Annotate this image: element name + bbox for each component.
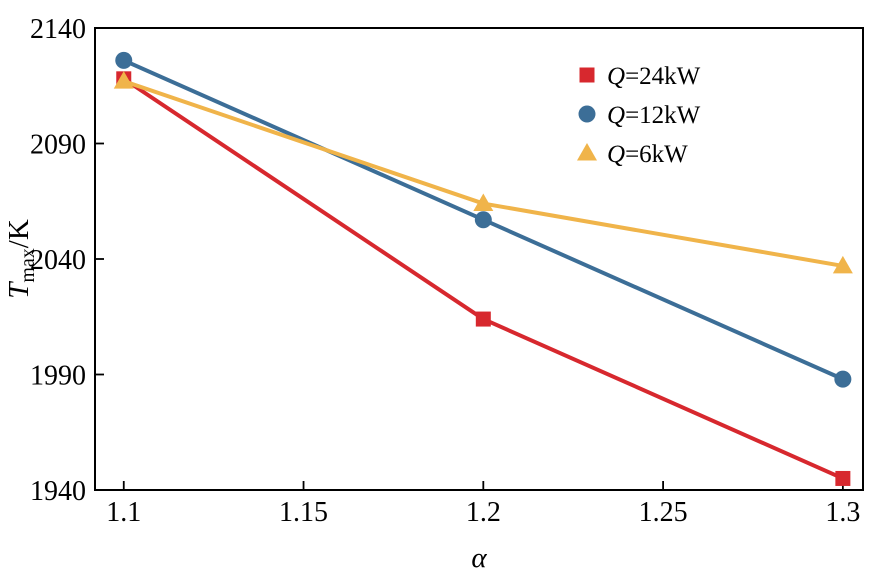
triangle-marker-legend xyxy=(577,143,597,161)
square-marker-s0 xyxy=(835,470,851,486)
triangle-marker-s2 xyxy=(832,255,853,274)
x-tick-label: 1.2 xyxy=(466,497,501,528)
y-tick-label: 2090 xyxy=(30,129,86,160)
y-tick-label: 1990 xyxy=(30,360,86,391)
legend-item: Q=24kW xyxy=(579,63,701,90)
series-line-0 xyxy=(121,76,845,481)
x-axis-label: α xyxy=(471,542,487,574)
legend-item: Q=12kW xyxy=(578,102,701,129)
circle-marker-legend xyxy=(578,105,596,123)
legend-item: Q=6kW xyxy=(577,141,688,168)
triangle-marker-s2 xyxy=(113,71,134,89)
x-tick-label: 1.3 xyxy=(825,497,860,528)
x-tick-label: 1.15 xyxy=(279,497,328,528)
legend-label: Q=12kW xyxy=(607,102,701,129)
x-tick-label: 1.25 xyxy=(639,497,688,528)
circle-marker-s1 xyxy=(834,370,852,388)
y-tick-label: 1940 xyxy=(30,476,86,507)
x-tick-label: 1.1 xyxy=(106,497,141,528)
triangle-marker-s2 xyxy=(473,193,494,212)
circle-marker-s1 xyxy=(474,211,492,229)
legend-label: Q=24kW xyxy=(607,63,701,90)
y-tick-label: 2140 xyxy=(30,14,86,45)
legend: Q=24kW Q=12kW Q=6kW xyxy=(577,63,701,168)
y-axis-label: Tmax/K xyxy=(3,219,39,299)
circle-marker-s1 xyxy=(115,51,133,69)
square-marker-legend xyxy=(579,67,595,83)
y-tick-label: 2040 xyxy=(30,245,86,276)
legend-label: Q=6kW xyxy=(607,141,688,168)
square-marker-s0 xyxy=(475,311,491,327)
